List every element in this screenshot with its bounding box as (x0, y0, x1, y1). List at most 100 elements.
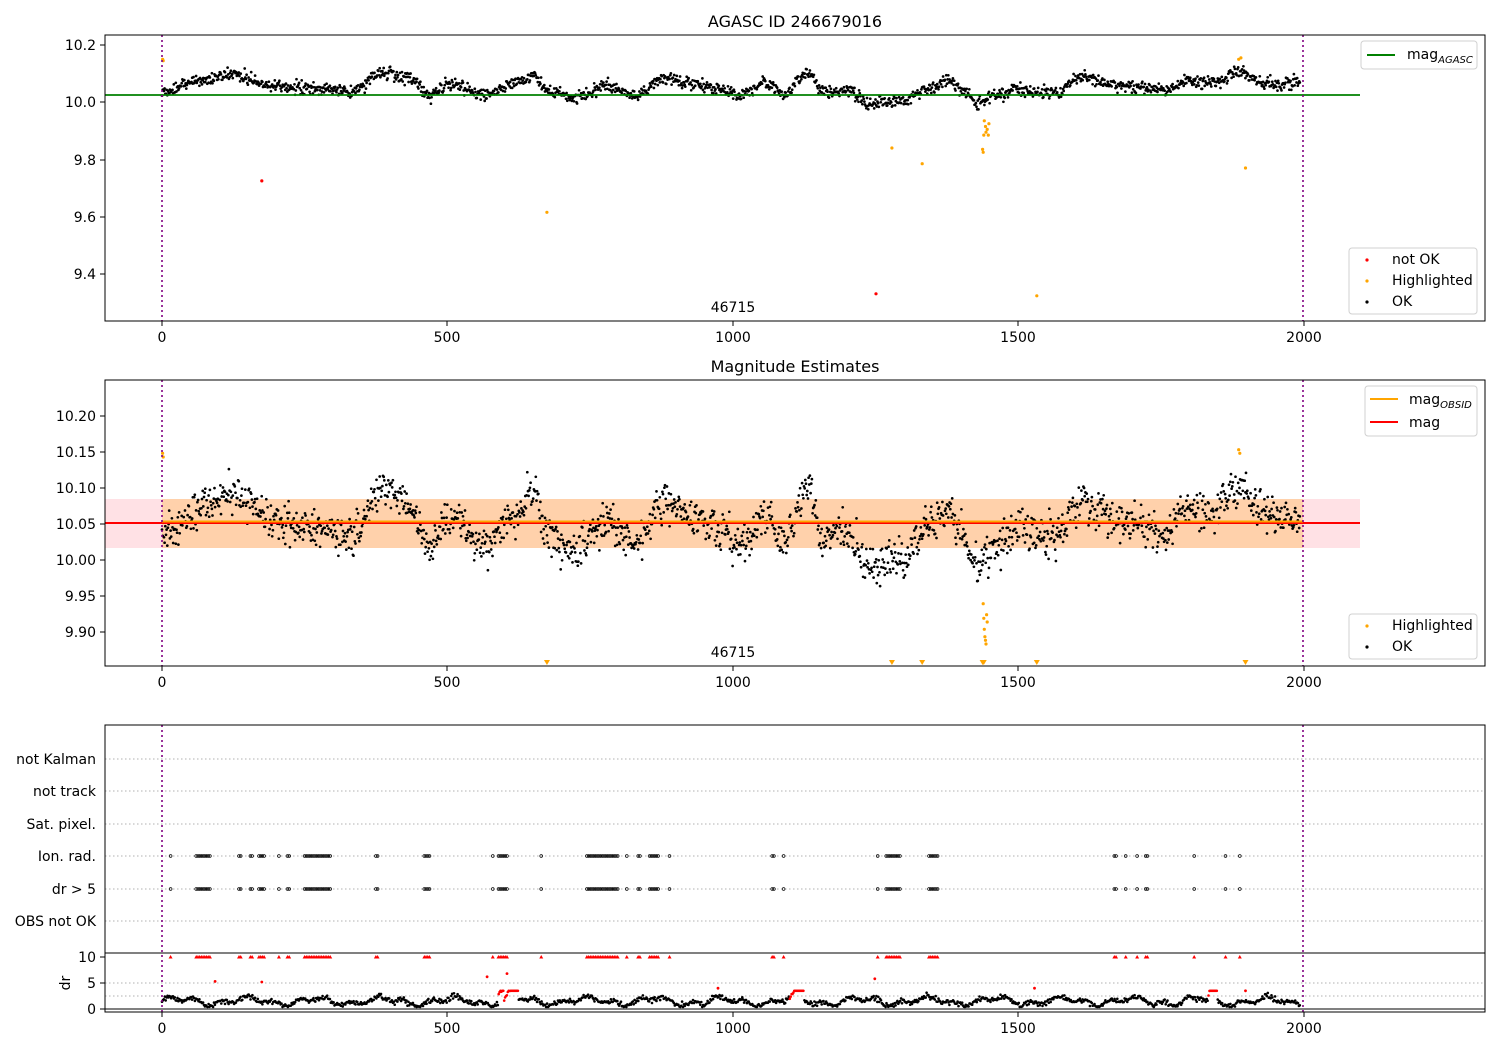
ok-point (219, 73, 223, 76)
ok-point (1283, 505, 1287, 509)
ok-point (780, 548, 784, 552)
dr-point (781, 998, 784, 1001)
ok-point (1018, 87, 1022, 90)
ok-point (746, 536, 749, 540)
ok-point (816, 86, 820, 90)
flag-marker (886, 887, 890, 891)
ok-point (1252, 503, 1256, 506)
ok-point (1177, 86, 1180, 90)
ok-point (978, 573, 982, 577)
ok-point (583, 539, 587, 543)
ok-point (773, 90, 777, 94)
ok-point (515, 82, 519, 86)
ok-point (1006, 526, 1010, 530)
ok-point (800, 77, 803, 81)
ok-point (729, 85, 733, 89)
ok-point (433, 524, 437, 527)
ok-point (1002, 100, 1005, 104)
ok-point (935, 501, 939, 505)
ok-point (1247, 497, 1251, 500)
flag-marker (238, 887, 243, 891)
flag-marker (260, 854, 265, 858)
ok-point (378, 475, 382, 478)
ok-point (437, 91, 441, 95)
flag-marker (591, 854, 596, 858)
flag-marker (196, 854, 200, 858)
ok-point (1021, 534, 1025, 537)
ok-point (740, 534, 744, 538)
ok-point (1249, 509, 1253, 512)
ok-point (322, 91, 326, 94)
ok-point (581, 526, 584, 529)
ok-point (803, 72, 807, 75)
legend-marker-ok (1365, 300, 1369, 304)
ok-point (1141, 515, 1145, 518)
ok-point (402, 504, 406, 508)
ok-point (1148, 83, 1151, 87)
ok-point (297, 525, 301, 529)
ok-point (682, 81, 686, 84)
ok-point (512, 525, 516, 529)
dr-point (543, 1003, 547, 1007)
ok-point (515, 503, 519, 507)
ok-point (1038, 538, 1041, 541)
ok-point (672, 73, 676, 77)
ok-point (897, 534, 901, 538)
dr-point (211, 1005, 215, 1009)
ok-point (1122, 532, 1125, 536)
dr-point (711, 997, 715, 1001)
flag-marker (422, 854, 427, 858)
ok-point (1244, 76, 1247, 80)
ok-point (1075, 502, 1079, 506)
ok-point (663, 483, 667, 487)
ok-point (944, 84, 948, 88)
ok-point (185, 83, 189, 87)
ok-point (510, 517, 513, 520)
ok-point (742, 543, 746, 547)
flag-marker (607, 854, 611, 858)
ok-point (462, 523, 466, 527)
ok-point (604, 530, 608, 534)
ok-point (567, 556, 571, 560)
dr-point (872, 994, 875, 998)
ok-point (501, 515, 505, 519)
flag-marker (204, 887, 209, 891)
ok-point (703, 517, 707, 521)
ok-point (1246, 73, 1250, 76)
ok-point (249, 70, 253, 74)
dr-point (253, 996, 257, 1000)
flag-marker (496, 854, 501, 858)
ok-point (529, 503, 533, 506)
ok-point (318, 545, 322, 549)
ok-point (653, 516, 657, 520)
y-tick-label: 10.00 (56, 553, 96, 569)
ok-point (1119, 81, 1123, 84)
ok-point (1226, 506, 1230, 510)
ok-point (863, 576, 867, 579)
ok-point (1233, 67, 1237, 71)
ok-point (590, 530, 594, 533)
ok-point (1065, 534, 1069, 537)
x-tick-label: 0 (158, 675, 167, 691)
ok-point (1056, 535, 1060, 538)
ok-point (1067, 508, 1071, 511)
ok-point (779, 545, 782, 549)
ok-point (470, 89, 474, 92)
ok-point (1009, 514, 1013, 518)
ok-point (946, 78, 950, 81)
ok-point (876, 101, 880, 105)
ok-point (721, 513, 725, 516)
ok-point (1156, 90, 1159, 94)
ok-point (1272, 515, 1276, 519)
ok-point (1113, 81, 1117, 84)
ok-point (251, 505, 254, 508)
ok-point (783, 95, 786, 99)
ok-point (902, 576, 906, 579)
ok-point (468, 85, 471, 89)
ok-point (602, 515, 605, 518)
ok-point (536, 80, 540, 84)
ok-point (1176, 502, 1180, 506)
dr-point (853, 995, 856, 999)
ok-point (595, 534, 599, 538)
flag-label-not-kalman: not Kalman (16, 752, 96, 768)
